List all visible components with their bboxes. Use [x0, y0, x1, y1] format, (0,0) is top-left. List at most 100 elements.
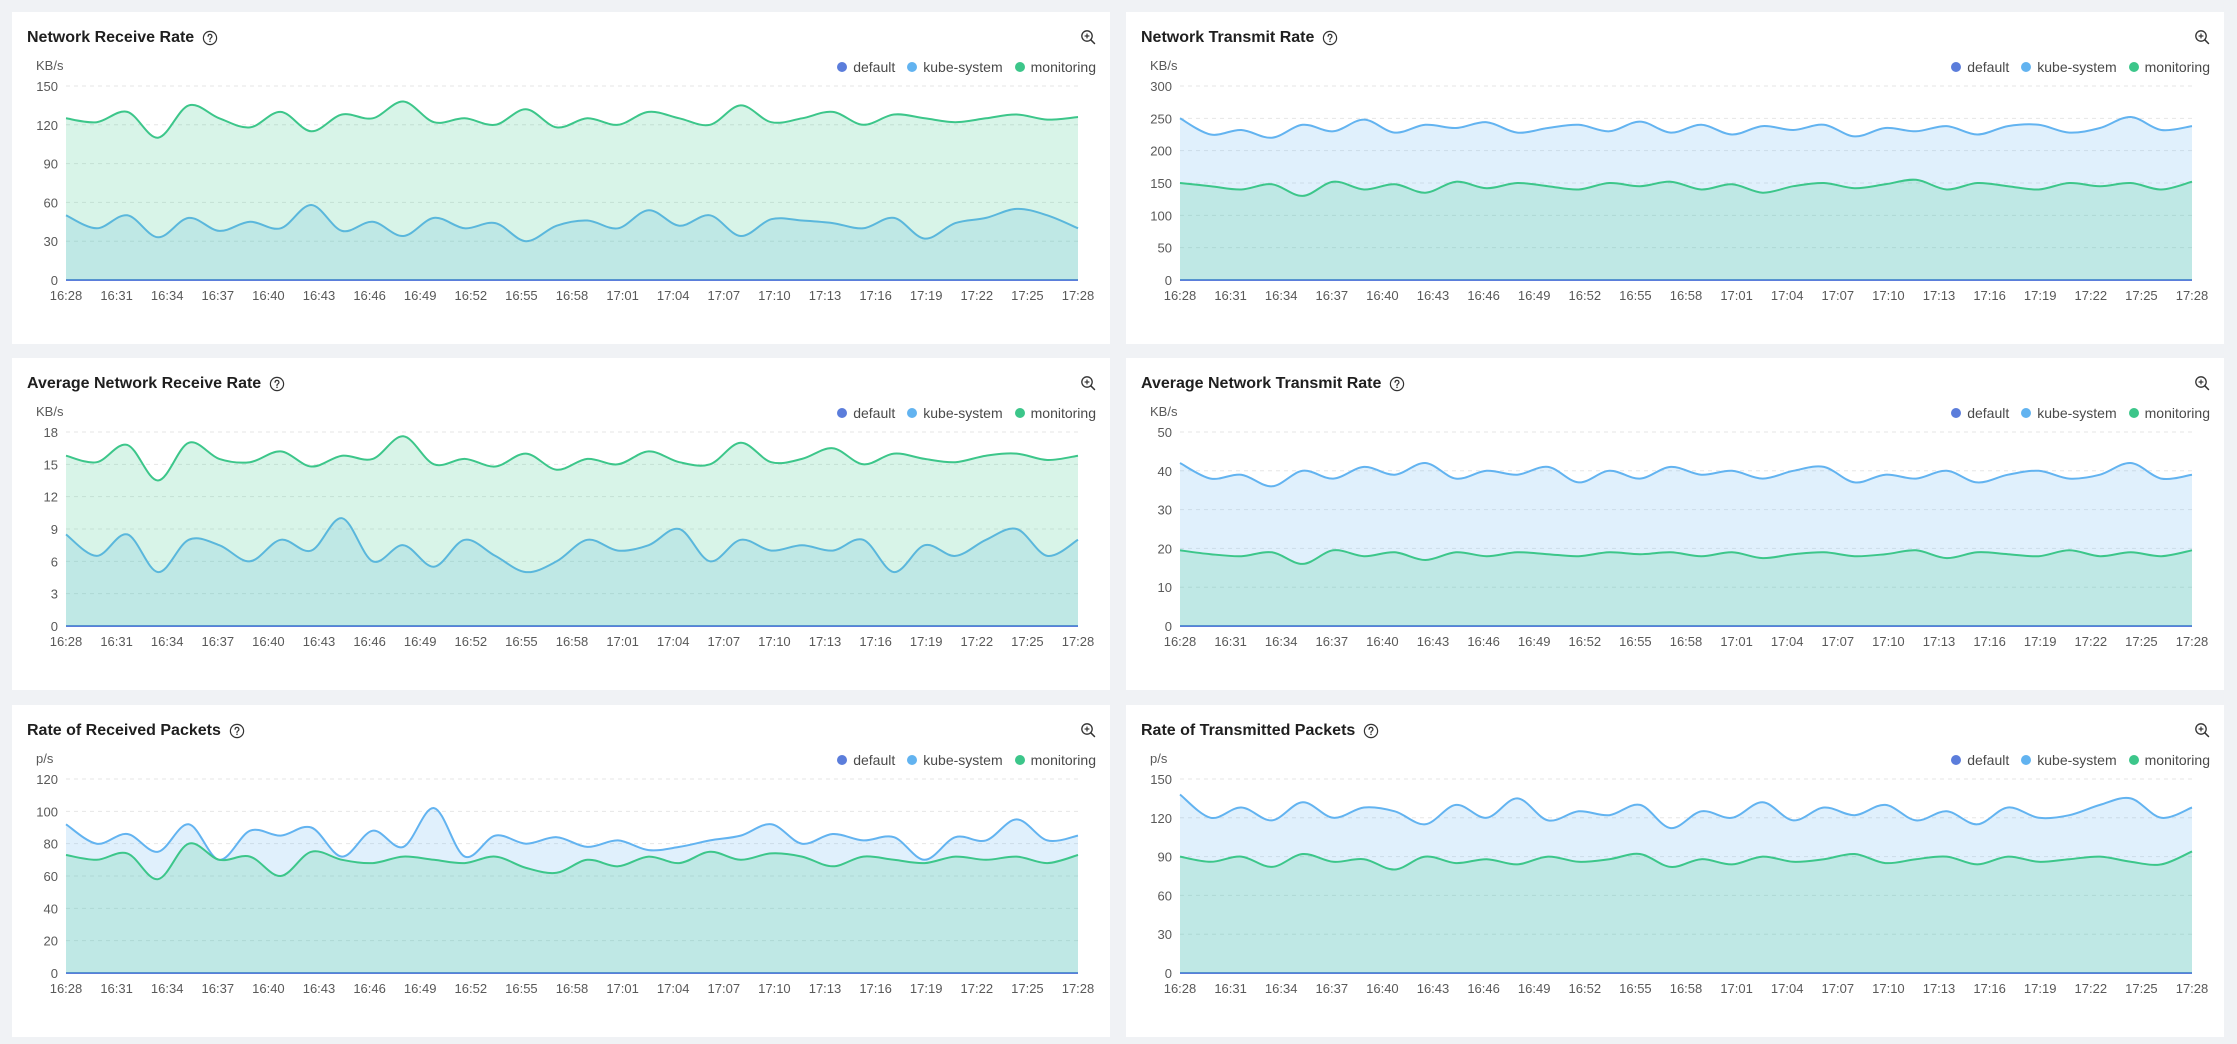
x-tick-label: 17:13: [809, 288, 842, 303]
question-circle-icon[interactable]: [1322, 30, 1338, 46]
zoom-in-icon[interactable]: [1080, 29, 1096, 45]
y-tick-label: 120: [36, 772, 58, 787]
series-area-monitoring: [1180, 179, 2192, 280]
x-tick-label: 17:10: [758, 288, 791, 303]
legend-item-default[interactable]: default: [837, 59, 895, 75]
series-area-monitoring: [1180, 550, 2192, 626]
x-tick-label: 17:01: [1720, 634, 1753, 649]
x-tick-label: 17:19: [910, 288, 943, 303]
question-circle-icon[interactable]: [202, 30, 218, 46]
x-tick-label: 16:52: [1569, 981, 1602, 996]
chart-plot: KB/s 0 10 20 30 40 50 16:28 16:31 16:34 16:37 16:40…: [1150, 404, 2208, 649]
y-tick-label: 15: [44, 457, 58, 472]
legend-label: default: [853, 405, 896, 421]
legend-item-kube-system[interactable]: kube-system: [907, 405, 1003, 421]
legend-label: monitoring: [2144, 405, 2210, 421]
x-tick-label: 17:25: [1011, 288, 1044, 303]
x-tick-label: 17:16: [1973, 981, 2006, 996]
legend-item-default[interactable]: default: [1951, 752, 2009, 768]
question-circle-icon[interactable]: [269, 376, 285, 392]
legend-item-monitoring[interactable]: monitoring: [1014, 59, 1096, 75]
legend-label: monitoring: [1030, 752, 1096, 768]
legend-item-kube-system[interactable]: kube-system: [907, 59, 1003, 75]
legend-item-default[interactable]: default: [837, 752, 895, 768]
panel-network-receive-rate: Network Receive Rate default kube-system mo…: [12, 12, 1110, 344]
x-tick-label: 16:34: [1265, 981, 1298, 996]
question-circle-icon[interactable]: [229, 723, 245, 739]
zoom-in-icon[interactable]: [2194, 375, 2210, 391]
x-tick-label: 16:37: [1316, 981, 1349, 996]
legend-item-monitoring[interactable]: monitoring: [2128, 59, 2210, 75]
panel-network-transmit-rate: Network Transmit Rate default kube-system m…: [1126, 12, 2224, 344]
series-area-monitoring: [1180, 851, 2192, 973]
y-axis-unit: KB/s: [1150, 404, 1178, 419]
x-tick-label: 16:55: [1619, 634, 1652, 649]
x-tick-label: 16:52: [455, 634, 488, 649]
legend-item-default[interactable]: default: [837, 405, 895, 421]
chart-legend: default kube-system monitoring: [837, 405, 1096, 421]
legend-label: monitoring: [2144, 752, 2210, 768]
series-area-monitoring: [66, 436, 1078, 626]
legend-item-monitoring[interactable]: monitoring: [2128, 405, 2210, 421]
zoom-in-icon[interactable]: [1080, 722, 1096, 738]
x-tick-label: 16:28: [50, 981, 83, 996]
legend-item-kube-system[interactable]: kube-system: [2021, 405, 2117, 421]
y-tick-label: 30: [1158, 503, 1172, 518]
x-tick-label: 16:34: [1265, 634, 1298, 649]
legend-item-monitoring[interactable]: monitoring: [1014, 405, 1096, 421]
y-tick-label: 150: [36, 79, 58, 94]
y-tick-label: 3: [51, 587, 58, 602]
chart-plot: KB/s 0 30 60 90 120 150 16:28 16:31 16:34 16:37 16:…: [36, 58, 1094, 303]
x-tick-label: 17:13: [1923, 288, 1956, 303]
x-tick-label: 17:10: [758, 981, 791, 996]
y-tick-label: 0: [1165, 619, 1172, 634]
x-tick-label: 16:37: [202, 981, 235, 996]
x-tick-label: 16:34: [151, 981, 184, 996]
x-tick-label: 17:19: [2024, 634, 2057, 649]
zoom-in-icon[interactable]: [2194, 722, 2210, 738]
y-tick-label: 120: [1150, 811, 1172, 826]
y-tick-label: 0: [51, 273, 58, 288]
question-circle-icon[interactable]: [1389, 376, 1405, 392]
y-tick-label: 0: [1165, 273, 1172, 288]
legend-item-default[interactable]: default: [1951, 59, 2009, 75]
legend-item-kube-system[interactable]: kube-system: [2021, 59, 2117, 75]
legend-item-default[interactable]: default: [1951, 405, 2009, 421]
panel-title-text: Average Network Receive Rate: [27, 375, 262, 392]
legend-item-kube-system[interactable]: kube-system: [907, 752, 1003, 768]
x-tick-label: 17:04: [657, 981, 690, 996]
x-tick-label: 17:07: [1822, 981, 1855, 996]
question-circle-icon[interactable]: [1363, 723, 1379, 739]
x-tick-label: 17:16: [1973, 634, 2006, 649]
series-area-monitoring: [66, 843, 1078, 973]
legend-label: default: [853, 59, 896, 75]
legend-dot: [2021, 408, 2032, 418]
chart-plot: p/s 0 30 60 90 120 150 16:28 16:31 16:34 16:37 16:4…: [1150, 751, 2208, 996]
x-tick-label: 16:58: [556, 634, 589, 649]
y-tick-label: 200: [1150, 144, 1172, 159]
series-line-kube-system: [65, 517, 1079, 574]
x-tick-label: 16:58: [556, 981, 589, 996]
legend-dot: [907, 62, 918, 72]
legend-dot: [1014, 755, 1025, 765]
x-tick-label: 17:25: [2125, 288, 2158, 303]
x-tick-label: 17:04: [657, 634, 690, 649]
legend-item-monitoring[interactable]: monitoring: [1014, 752, 1096, 768]
panel-average-network-receive-rate: Average Network Receive Rate default kube-…: [12, 358, 1110, 690]
x-tick-label: 16:40: [252, 634, 285, 649]
legend-item-monitoring[interactable]: monitoring: [2128, 752, 2210, 768]
x-tick-label: 17:04: [1771, 634, 1804, 649]
x-tick-label: 16:34: [151, 634, 184, 649]
series-line-kube-system: [65, 807, 1079, 861]
zoom-in-icon[interactable]: [1080, 375, 1096, 391]
x-tick-label: 17:22: [961, 634, 994, 649]
legend-label: kube-system: [2037, 405, 2117, 421]
x-tick-label: 16:34: [1265, 288, 1298, 303]
panel-title-text: Rate of Transmitted Packets: [1141, 722, 1356, 739]
x-tick-label: 16:46: [1467, 634, 1500, 649]
x-tick-label: 17:19: [910, 634, 943, 649]
y-tick-label: 20: [1158, 541, 1172, 556]
legend-item-kube-system[interactable]: kube-system: [2021, 752, 2117, 768]
x-tick-label: 17:16: [859, 981, 892, 996]
zoom-in-icon[interactable]: [2194, 29, 2210, 45]
